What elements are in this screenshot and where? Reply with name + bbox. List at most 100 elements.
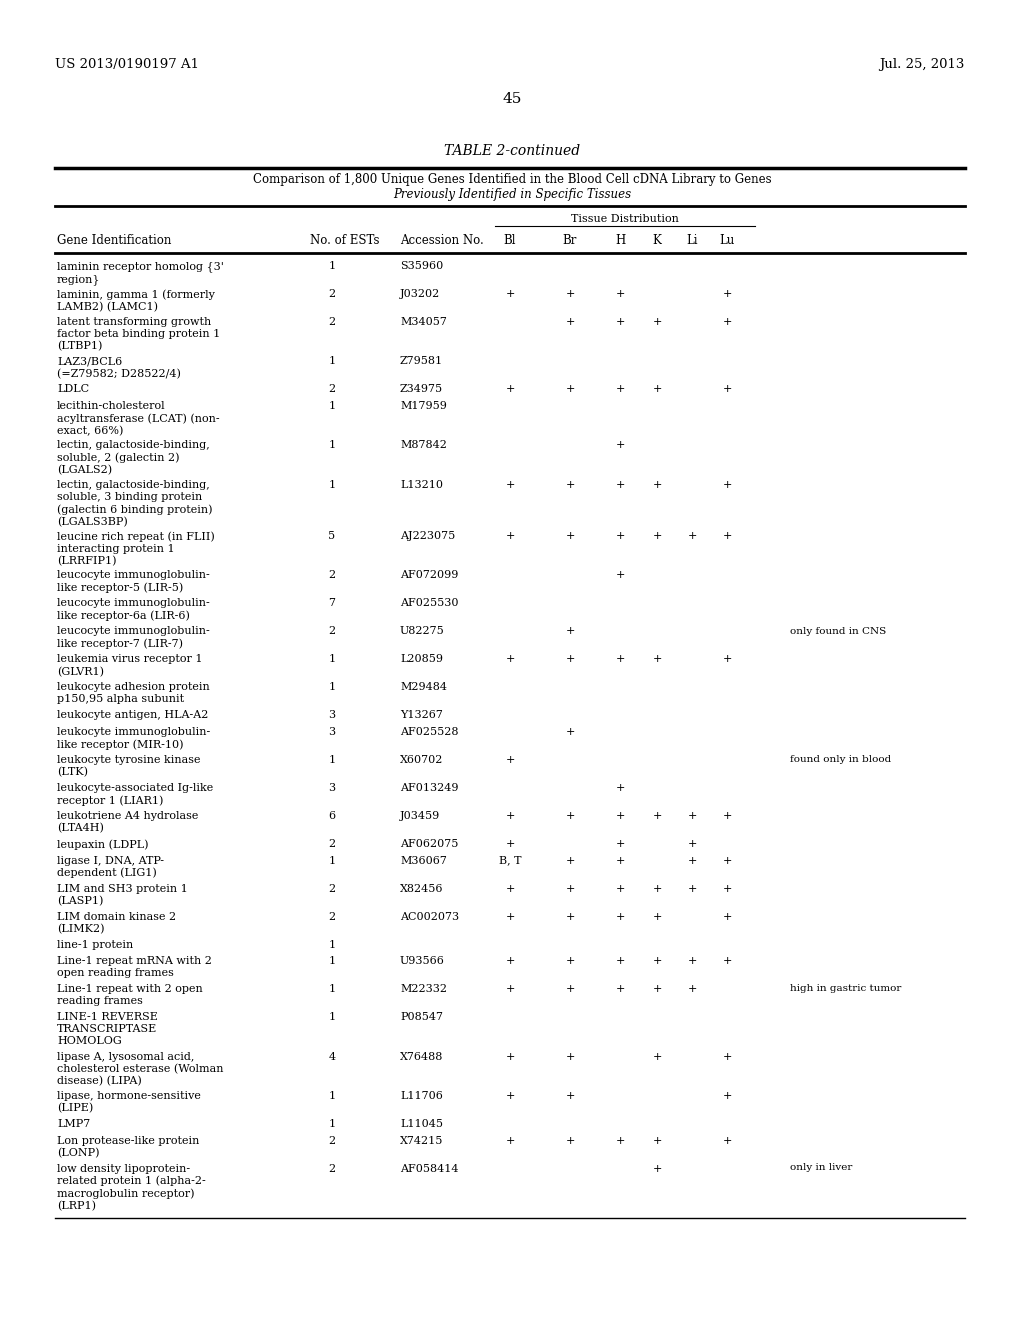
- Text: +: +: [687, 883, 696, 894]
- Text: leupaxin (LDPL): leupaxin (LDPL): [57, 840, 148, 850]
- Text: 2: 2: [329, 289, 336, 300]
- Text: latent transforming growth
factor beta binding protein 1
(LTBP1): latent transforming growth factor beta b…: [57, 317, 220, 351]
- Text: +: +: [505, 655, 515, 664]
- Text: +: +: [652, 1135, 662, 1146]
- Text: 1: 1: [329, 1119, 336, 1129]
- Text: +: +: [687, 855, 696, 866]
- Text: low density lipoprotein-
related protein 1 (alpha-2-
macroglobulin receptor)
(LR: low density lipoprotein- related protein…: [57, 1163, 206, 1212]
- Text: +: +: [565, 480, 574, 490]
- Text: +: +: [565, 655, 574, 664]
- Text: +: +: [505, 531, 515, 541]
- Text: +: +: [615, 384, 625, 395]
- Text: L11045: L11045: [400, 1119, 443, 1129]
- Text: 1: 1: [329, 441, 336, 450]
- Text: No. of ESTs: No. of ESTs: [310, 234, 380, 247]
- Text: +: +: [722, 1052, 732, 1061]
- Text: M34057: M34057: [400, 317, 446, 327]
- Text: 1: 1: [329, 682, 336, 693]
- Text: 2: 2: [329, 570, 336, 581]
- Text: +: +: [565, 1092, 574, 1101]
- Text: +: +: [652, 1052, 662, 1061]
- Text: +: +: [505, 983, 515, 994]
- Text: +: +: [652, 480, 662, 490]
- Text: high in gastric tumor: high in gastric tumor: [790, 983, 901, 993]
- Text: +: +: [615, 855, 625, 866]
- Text: LIM domain kinase 2
(LIMK2): LIM domain kinase 2 (LIMK2): [57, 912, 176, 933]
- Text: 2: 2: [329, 1163, 336, 1173]
- Text: +: +: [615, 983, 625, 994]
- Text: 2: 2: [329, 1135, 336, 1146]
- Text: +: +: [615, 912, 625, 921]
- Text: +: +: [565, 727, 574, 737]
- Text: +: +: [652, 883, 662, 894]
- Text: +: +: [615, 840, 625, 849]
- Text: +: +: [565, 384, 574, 395]
- Text: +: +: [722, 956, 732, 966]
- Text: 1: 1: [329, 1092, 336, 1101]
- Text: H: H: [614, 234, 625, 247]
- Text: leukocyte antigen, HLA-A2: leukocyte antigen, HLA-A2: [57, 710, 208, 721]
- Text: 2: 2: [329, 912, 336, 921]
- Text: line-1 protein: line-1 protein: [57, 940, 133, 949]
- Text: +: +: [722, 1092, 732, 1101]
- Text: lecithin-cholesterol
acyltransferase (LCAT) (non-
exact, 66%): lecithin-cholesterol acyltransferase (LC…: [57, 401, 219, 436]
- Text: +: +: [615, 956, 625, 966]
- Text: +: +: [505, 912, 515, 921]
- Text: leukotriene A4 hydrolase
(LTA4H): leukotriene A4 hydrolase (LTA4H): [57, 810, 199, 833]
- Text: X82456: X82456: [400, 883, 443, 894]
- Text: +: +: [652, 531, 662, 541]
- Text: 45: 45: [503, 92, 521, 106]
- Text: +: +: [615, 883, 625, 894]
- Text: Li: Li: [686, 234, 697, 247]
- Text: M29484: M29484: [400, 682, 447, 693]
- Text: +: +: [722, 289, 732, 300]
- Text: +: +: [722, 655, 732, 664]
- Text: L20859: L20859: [400, 655, 443, 664]
- Text: M87842: M87842: [400, 441, 446, 450]
- Text: 1: 1: [329, 261, 336, 271]
- Text: LDLC: LDLC: [57, 384, 89, 395]
- Text: +: +: [652, 983, 662, 994]
- Text: 2: 2: [329, 384, 336, 395]
- Text: +: +: [722, 1135, 732, 1146]
- Text: +: +: [565, 1052, 574, 1061]
- Text: lipase A, lysosomal acid,
cholesterol esterase (Wolman
disease) (LIPA): lipase A, lysosomal acid, cholesterol es…: [57, 1052, 223, 1086]
- Text: Tissue Distribution: Tissue Distribution: [571, 214, 679, 224]
- Text: M36067: M36067: [400, 855, 446, 866]
- Text: leucocyte immunoglobulin-
like receptor-7 (LIR-7): leucocyte immunoglobulin- like receptor-…: [57, 627, 210, 649]
- Text: 1: 1: [329, 401, 336, 411]
- Text: 1: 1: [329, 1012, 336, 1022]
- Text: +: +: [505, 480, 515, 490]
- Text: +: +: [565, 627, 574, 636]
- Text: 1: 1: [329, 655, 336, 664]
- Text: +: +: [565, 317, 574, 327]
- Text: 2: 2: [329, 317, 336, 327]
- Text: +: +: [615, 441, 625, 450]
- Text: +: +: [615, 289, 625, 300]
- Text: +: +: [505, 755, 515, 766]
- Text: Bl: Bl: [504, 234, 516, 247]
- Text: +: +: [565, 883, 574, 894]
- Text: L13210: L13210: [400, 480, 443, 490]
- Text: LMP7: LMP7: [57, 1119, 90, 1129]
- Text: +: +: [565, 531, 574, 541]
- Text: lipase, hormone-sensitive
(LIPE): lipase, hormone-sensitive (LIPE): [57, 1092, 201, 1113]
- Text: laminin receptor homolog {3'
region}: laminin receptor homolog {3' region}: [57, 261, 224, 285]
- Text: 1: 1: [329, 480, 336, 490]
- Text: +: +: [505, 289, 515, 300]
- Text: +: +: [652, 384, 662, 395]
- Text: AF013249: AF013249: [400, 783, 459, 793]
- Text: 3: 3: [329, 783, 336, 793]
- Text: +: +: [722, 531, 732, 541]
- Text: leukocyte-associated Ig-like
receptor 1 (LIAR1): leukocyte-associated Ig-like receptor 1 …: [57, 783, 213, 805]
- Text: US 2013/0190197 A1: US 2013/0190197 A1: [55, 58, 199, 71]
- Text: +: +: [615, 783, 625, 793]
- Text: Z34975: Z34975: [400, 384, 443, 395]
- Text: +: +: [565, 289, 574, 300]
- Text: 1: 1: [329, 755, 336, 766]
- Text: 1: 1: [329, 356, 336, 367]
- Text: AJ223075: AJ223075: [400, 531, 456, 541]
- Text: +: +: [652, 1163, 662, 1173]
- Text: Z79581: Z79581: [400, 356, 443, 367]
- Text: +: +: [615, 1135, 625, 1146]
